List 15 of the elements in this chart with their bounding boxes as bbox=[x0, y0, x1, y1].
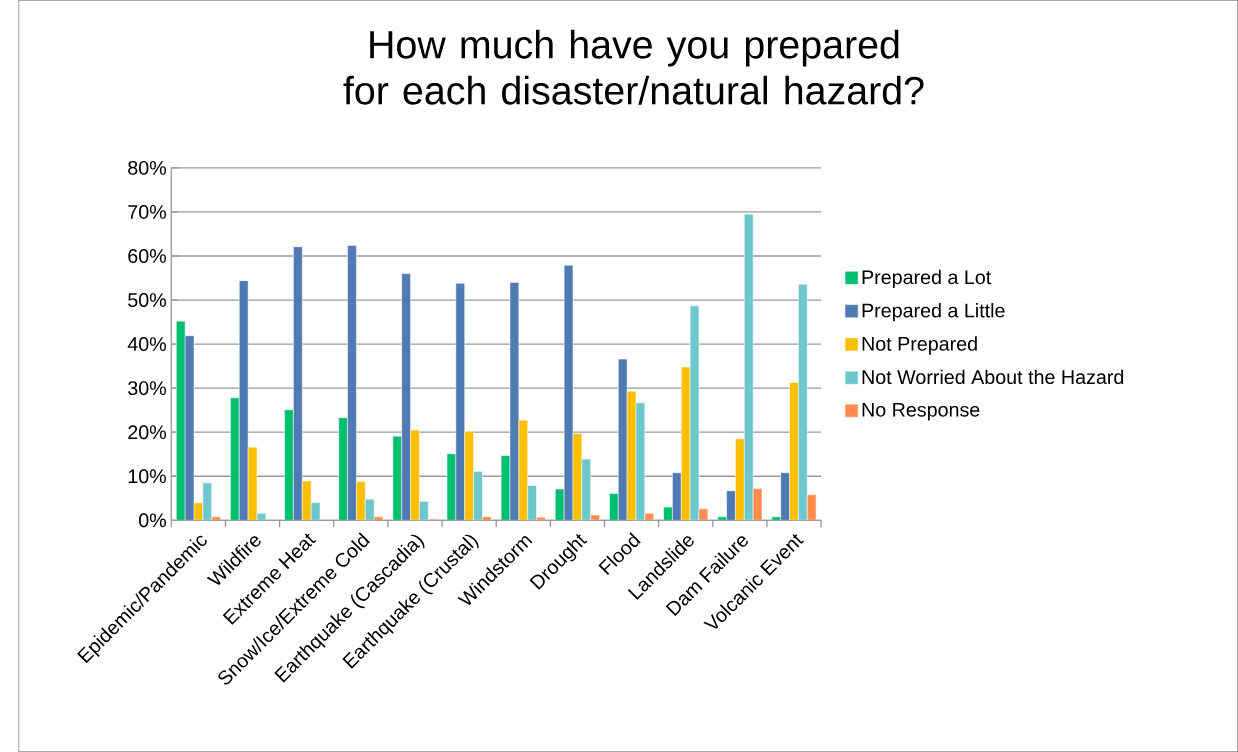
chart-title: How much have you prepared for each disaster/natural hazard? bbox=[343, 29, 924, 105]
y-tick-label: 30% bbox=[128, 381, 166, 396]
y-tick-label: 40% bbox=[127, 337, 166, 351]
legend-label: No Response bbox=[862, 402, 980, 421]
y-tick-label: 60% bbox=[128, 248, 166, 263]
y-tick-label: 80% bbox=[128, 160, 166, 175]
legend-label: Not Prepared bbox=[862, 336, 977, 355]
y-tick-label: 0% bbox=[139, 513, 166, 528]
y-tick-label: 50% bbox=[128, 292, 166, 307]
legend-label: Not Worried About the Hazard bbox=[862, 369, 1124, 384]
y-tick-label: 70% bbox=[128, 204, 166, 219]
y-tick-label: 20% bbox=[128, 425, 166, 440]
legend-label: Prepared a Little bbox=[862, 302, 1005, 322]
legend-label: Prepared a Lot bbox=[862, 269, 992, 288]
y-tick-label: 10% bbox=[128, 469, 166, 484]
